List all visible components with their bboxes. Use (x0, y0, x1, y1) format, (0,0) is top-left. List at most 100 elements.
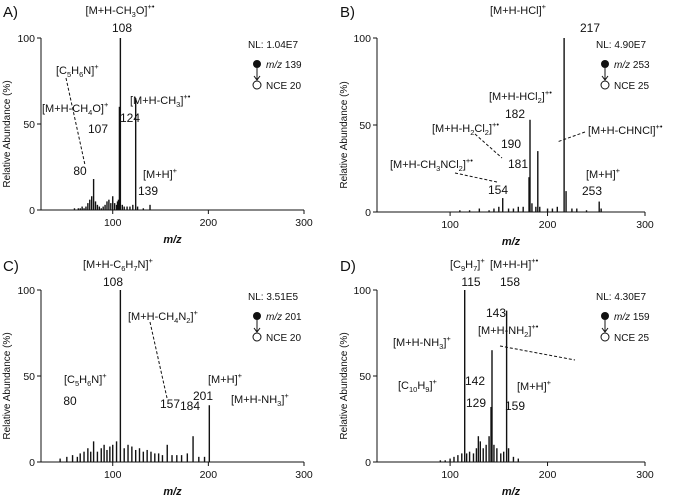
y-tick-label: 50 (359, 120, 371, 132)
x-axis-title: m/z (163, 486, 182, 495)
peak-mz-label: 139 (138, 184, 158, 198)
spectrum-panel-1: A) 0 50 100 100 200 300 m/z Relative Abundance (… (2, 2, 313, 246)
product-icon (252, 332, 262, 342)
y-tick-label: 0 (29, 457, 35, 469)
ion-annotation: [C9H7]+ (450, 256, 485, 273)
ion-annotation: [M+H]+ (208, 371, 243, 386)
arrow-head-icon (253, 75, 261, 81)
peak-mz-label: 108 (103, 275, 123, 289)
spectrum-panel-2: B) 0 50 100 100 200 300 m/z Relative Abundance (… (339, 2, 663, 248)
x-tick-label: 100 (104, 217, 122, 229)
ion-annotation: [M+H-CH3]+• (130, 92, 191, 109)
x-axis-title: m/z (163, 234, 182, 246)
ion-annotation: [M+H-NH3]+ (393, 334, 451, 351)
leader-line (65, 77, 86, 166)
ion-annotation: [M+H-H]+• (490, 256, 539, 271)
panel-label: A) (3, 4, 18, 21)
y-tick-label: 0 (365, 457, 371, 469)
x-tick-label: 100 (441, 219, 459, 231)
product-icon (600, 332, 610, 342)
ion-annotation: [C10H9]+ (398, 377, 438, 394)
ion-annotation: [M+H-H2Cl2]+• (432, 120, 499, 137)
precursor-icon (601, 312, 609, 320)
peak-mz-label: 115 (461, 275, 480, 289)
ion-annotation: [M+H-CH4N2]+ (128, 308, 199, 325)
leader-line (499, 345, 576, 361)
ion-annotation: [M+H-CH3O]+• (86, 2, 155, 19)
x-tick-label: 200 (539, 219, 557, 231)
nl-value: NL: 3.51E5 (248, 292, 298, 303)
product-icon (600, 80, 610, 90)
ion-annotation: [C5H6N]+ (64, 371, 107, 388)
y-axis-title: Relative Abundance (%) (339, 332, 350, 439)
leader-line (149, 321, 168, 399)
peak-mz-label: 129 (466, 396, 486, 410)
y-tick-label: 100 (353, 285, 371, 297)
peak-mz-label: 108 (112, 21, 132, 35)
ion-annotation: [M+H-HCl]+ (490, 2, 547, 17)
precursor-icon (253, 60, 261, 68)
x-tick-label: 200 (200, 217, 218, 229)
peak-mz-label: 142 (465, 374, 485, 388)
y-tick-label: 50 (359, 371, 371, 383)
nl-value: NL: 4.90E7 (596, 40, 646, 51)
nce-value: NCE 20 (266, 81, 301, 92)
peak-mz-label: 217 (580, 21, 600, 35)
ion-annotation: [M+H-HCl2]+• (489, 88, 552, 105)
peak-mz-label: 182 (505, 107, 525, 121)
arrow-head-icon (601, 75, 609, 81)
y-tick-label: 50 (23, 371, 35, 383)
peak-mz-label: 190 (501, 137, 521, 151)
ion-annotation: [M+H]+ (517, 378, 552, 393)
peak-mz-label: 253 (582, 184, 602, 198)
peak-mz-label: 143 (486, 306, 506, 320)
precursor-label: m/z 201 (266, 312, 302, 323)
y-tick-label: 0 (365, 207, 371, 219)
x-tick-label: 300 (636, 219, 654, 231)
x-tick-label: 300 (295, 217, 313, 229)
leader-line (454, 172, 498, 183)
x-tick-label: 100 (441, 469, 459, 481)
peak-mz-label: 158 (500, 275, 520, 289)
y-axis-title: Relative Abundance (%) (2, 332, 13, 439)
leader-line (556, 131, 586, 143)
y-tick-label: 50 (23, 119, 35, 131)
x-axis-title: m/z (502, 236, 521, 248)
ion-annotation: [M+H]+ (143, 166, 178, 181)
panel-label: B) (340, 4, 355, 21)
y-tick-label: 100 (353, 33, 371, 45)
ion-annotation: [C5H6N]+ (56, 62, 99, 79)
ion-annotation: [M+H-C6H7N]+ (83, 256, 154, 273)
nl-value: NL: 1.04E7 (248, 40, 298, 51)
precursor-label: m/z 159 (614, 312, 650, 323)
y-axis-title: Relative Abundance (%) (339, 81, 350, 188)
nce-value: NCE 25 (614, 333, 649, 344)
nce-value: NCE 25 (614, 81, 649, 92)
peak-mz-label: 184 (180, 399, 200, 413)
peak-mz-label: 181 (508, 157, 528, 171)
nl-value: NL: 4.30E7 (596, 292, 646, 303)
y-axis-title: Relative Abundance (%) (2, 80, 13, 187)
panel-label: C) (3, 258, 19, 275)
peak-mz-label: 159 (505, 399, 525, 413)
x-tick-label: 200 (539, 469, 557, 481)
panel-label: D) (340, 258, 356, 275)
x-tick-label: 200 (200, 469, 218, 481)
spectrum-panel-3: C) 0 50 100 100 200 300 m/z Relative Abundance (… (2, 256, 313, 495)
spectrum-panel-4: D) 0 50 100 100 200 300 m/z Relative Abundance (… (339, 256, 654, 495)
ion-annotation: [M+H-CHNCl]+• (588, 122, 663, 137)
x-axis-title: m/z (502, 486, 521, 495)
product-icon (252, 80, 262, 90)
x-tick-label: 100 (104, 469, 122, 481)
leader-line (474, 133, 503, 159)
peak-mz-label: 154 (488, 183, 508, 197)
peak-mz-label: 124 (120, 111, 140, 125)
peak-mz-label: 107 (88, 122, 108, 136)
precursor-icon (601, 60, 609, 68)
arrow-head-icon (601, 327, 609, 333)
y-tick-label: 100 (17, 33, 35, 45)
y-tick-label: 100 (17, 285, 35, 297)
ion-annotation: [M+H-NH3]+ (231, 391, 289, 408)
peak-mz-label: 201 (193, 389, 213, 403)
ion-annotation: [M+H-NH2]+• (478, 322, 539, 339)
